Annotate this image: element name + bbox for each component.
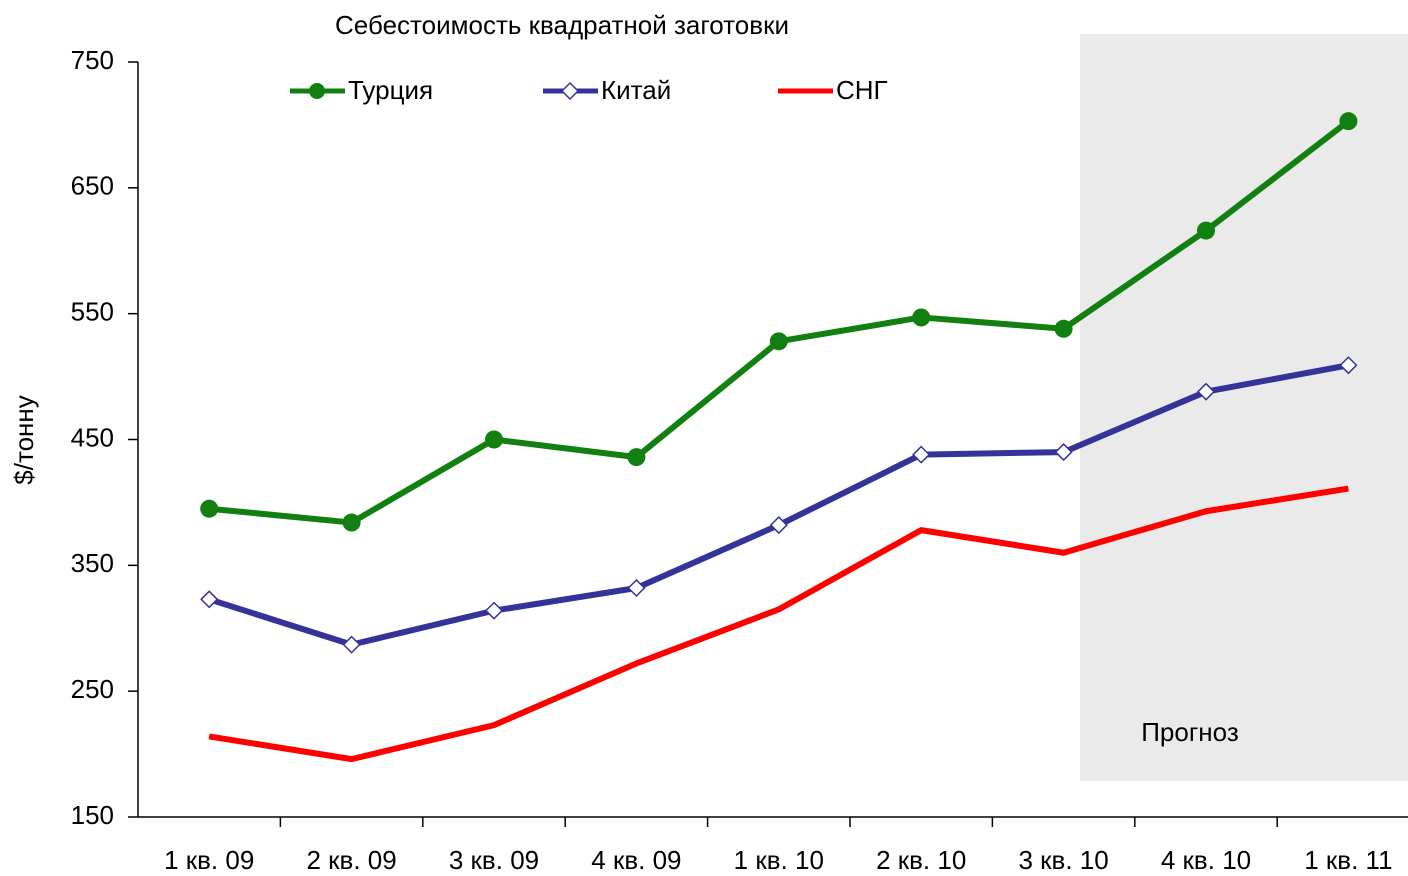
y-tick-label: 750 [71, 45, 114, 75]
point [342, 513, 361, 532]
point [1339, 356, 1358, 375]
x-tick-label: 3 кв. 09 [449, 845, 539, 875]
x-tick-label: 1 кв. 10 [734, 845, 824, 875]
y-tick-label: 350 [71, 548, 114, 578]
legend-label: Турция [348, 75, 433, 105]
series-line [208, 485, 1349, 763]
x-tick-label: 3 кв. 10 [1018, 845, 1108, 875]
point [912, 445, 931, 464]
forecast-region [1080, 34, 1408, 781]
legend-label: Китай [601, 75, 671, 105]
point [1197, 221, 1215, 240]
y-tick-label: 250 [71, 674, 114, 704]
legend-label: СНГ [836, 75, 888, 105]
legend-marker [309, 83, 325, 99]
point [627, 448, 646, 467]
y-tick-label: 450 [71, 422, 114, 452]
point [1054, 319, 1073, 338]
y-tick-label: 150 [71, 800, 114, 830]
point [1196, 382, 1216, 401]
point [1339, 112, 1358, 131]
y-tick-label: 550 [71, 297, 114, 327]
point [769, 332, 788, 351]
point [627, 578, 646, 598]
annotation: Прогноз [1141, 717, 1239, 747]
y-tick-label: 650 [71, 171, 114, 201]
x-tick-label: 4 кв. 09 [591, 845, 681, 875]
point [912, 308, 931, 327]
point [342, 635, 361, 654]
x-tick-label: 4 кв. 10 [1161, 845, 1251, 875]
x-tick-label: 1 кв. 11 [1304, 845, 1392, 875]
chart-title: Себестоимость квадратной заготовки [335, 10, 789, 40]
x-tick-label: 2 кв. 09 [306, 845, 396, 875]
legend-marker [560, 81, 580, 101]
point [484, 601, 504, 620]
x-tick-label: 1 кв. 09 [164, 845, 254, 875]
point [1054, 443, 1073, 462]
point [200, 590, 219, 609]
point [200, 499, 219, 518]
x-tick-label: 2 кв. 10 [876, 845, 966, 875]
point [485, 430, 503, 449]
point [769, 516, 788, 535]
y-axis-label: $/тонну [9, 395, 39, 484]
